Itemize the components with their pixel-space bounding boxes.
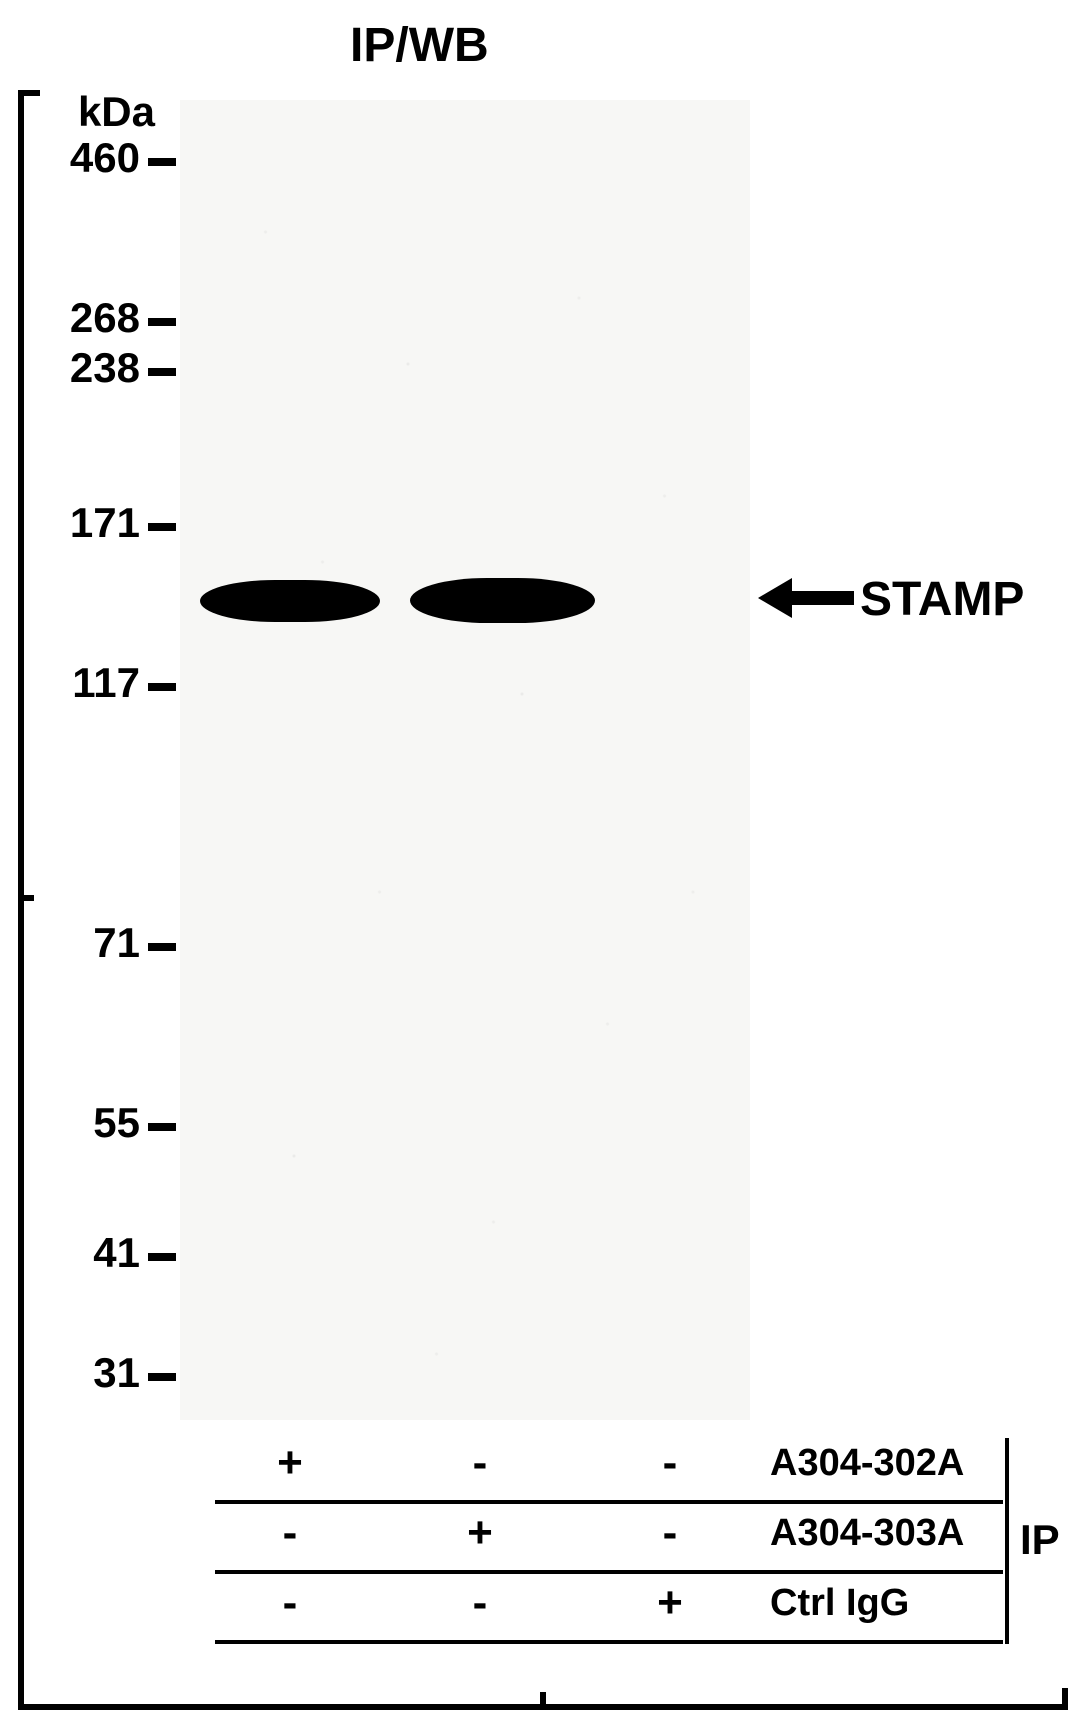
marker-460: 460 xyxy=(50,134,140,182)
marker-41-tick xyxy=(148,1253,176,1261)
marker-460-tick xyxy=(148,158,176,166)
lane2-row3-sign: - xyxy=(455,1578,505,1628)
ruler-v-tick-mid xyxy=(18,895,34,901)
blot-noise xyxy=(180,100,750,1420)
ruler-h-tick-end xyxy=(1062,1688,1068,1710)
axis-unit-label: kDa xyxy=(55,88,155,136)
arrow-shaft xyxy=(792,591,854,605)
marker-55: 55 xyxy=(50,1099,140,1147)
marker-238: 238 xyxy=(50,344,140,392)
marker-71-tick xyxy=(148,943,176,951)
marker-31-tick xyxy=(148,1373,176,1381)
legend-hline-3 xyxy=(215,1640,1003,1644)
marker-171-tick xyxy=(148,523,176,531)
protein-label: STAMP xyxy=(860,572,1024,627)
band-lane1 xyxy=(200,580,380,622)
lane2-row2-sign: + xyxy=(455,1508,505,1558)
marker-41: 41 xyxy=(50,1229,140,1277)
marker-268: 268 xyxy=(50,294,140,342)
marker-31: 31 xyxy=(50,1349,140,1397)
marker-55-tick xyxy=(148,1123,176,1131)
lane1-row3-sign: - xyxy=(265,1578,315,1628)
arrow-head-icon xyxy=(758,578,792,618)
ruler-h-tick-mid xyxy=(540,1692,546,1710)
marker-238-tick xyxy=(148,368,176,376)
marker-117-tick xyxy=(148,683,176,691)
lane1-row1-sign: + xyxy=(265,1438,315,1488)
antibody-label-row3: Ctrl IgG xyxy=(770,1582,909,1625)
lane3-row2-sign: - xyxy=(645,1508,695,1558)
antibody-label-row2: A304-303A xyxy=(770,1512,964,1555)
header-label: IP/WB xyxy=(350,18,489,73)
lane3-row3-sign: + xyxy=(645,1578,695,1628)
lane1-row2-sign: - xyxy=(265,1508,315,1558)
marker-268-tick xyxy=(148,318,176,326)
lane2-row1-sign: - xyxy=(455,1438,505,1488)
marker-117: 117 xyxy=(50,659,140,707)
antibody-label-row1: A304-302A xyxy=(770,1442,964,1485)
ip-label: IP xyxy=(1020,1516,1060,1564)
legend-hline-2 xyxy=(215,1570,1003,1574)
blot-membrane xyxy=(180,100,750,1420)
ruler-v-tick-top xyxy=(18,90,40,96)
band-lane2 xyxy=(410,578,595,623)
legend-hline-1 xyxy=(215,1500,1003,1504)
marker-71: 71 xyxy=(50,919,140,967)
lane3-row1-sign: - xyxy=(645,1438,695,1488)
marker-171: 171 xyxy=(50,499,140,547)
figure-container: IP/WB kDa 460 268 238 171 117 71 55 41 3… xyxy=(0,0,1080,1719)
legend-vline xyxy=(1005,1438,1009,1644)
